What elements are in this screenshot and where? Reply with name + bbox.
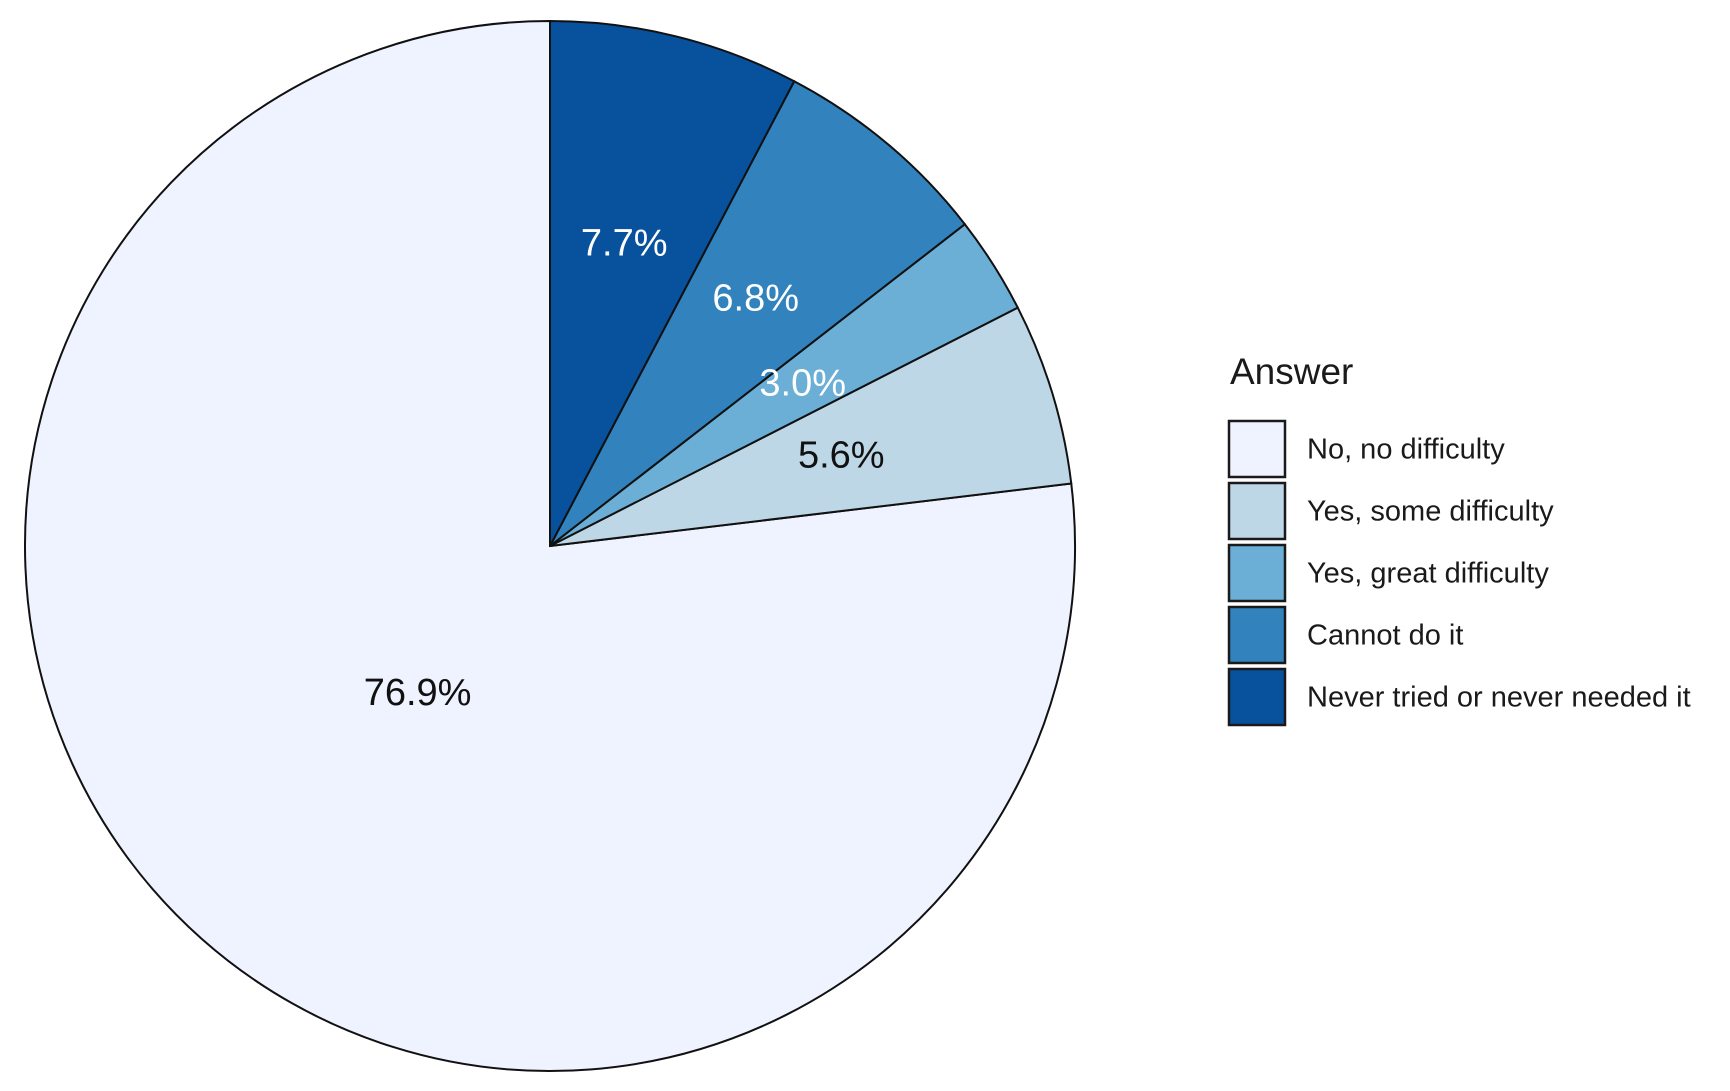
pie-label-0: 76.9% [364, 672, 472, 714]
legend-title: Answer [1230, 351, 1353, 392]
legend-label-3: Cannot do it [1307, 620, 1463, 652]
pie-label-1: 5.6% [798, 434, 885, 476]
legend-label-0: No, no difficulty [1307, 434, 1505, 466]
pie-label-4: 7.7% [581, 222, 668, 264]
legend-label-1: Yes, some difficulty [1307, 496, 1554, 528]
pie-slices [24, 19, 1076, 1072]
legend-label-4: Never tried or never needed it [1307, 682, 1691, 714]
pie-percentage-labels: 76.9% 5.6% 3.0% 6.8% 7.7% [364, 222, 885, 714]
legend-key-2 [1227, 543, 1287, 603]
legend-label-2: Yes, great difficulty [1307, 558, 1549, 590]
pie-slice-4 [549, 19, 796, 547]
legend-items: No, no difficulty Yes, some difficulty Yes… [1227, 419, 1691, 727]
legend-key-1 [1227, 481, 1287, 541]
pie-label-2: 3.0% [759, 363, 846, 405]
pie-slice-3 [549, 79, 967, 547]
legend-key-3 [1227, 605, 1287, 665]
pie-label-3: 6.8% [712, 278, 799, 320]
legend-key-0 [1227, 419, 1287, 479]
pie-slice-1 [549, 306, 1073, 547]
legend: Answer No, no difficulty Yes, some diffic… [1227, 351, 1691, 727]
legend-key-4 [1227, 667, 1287, 727]
